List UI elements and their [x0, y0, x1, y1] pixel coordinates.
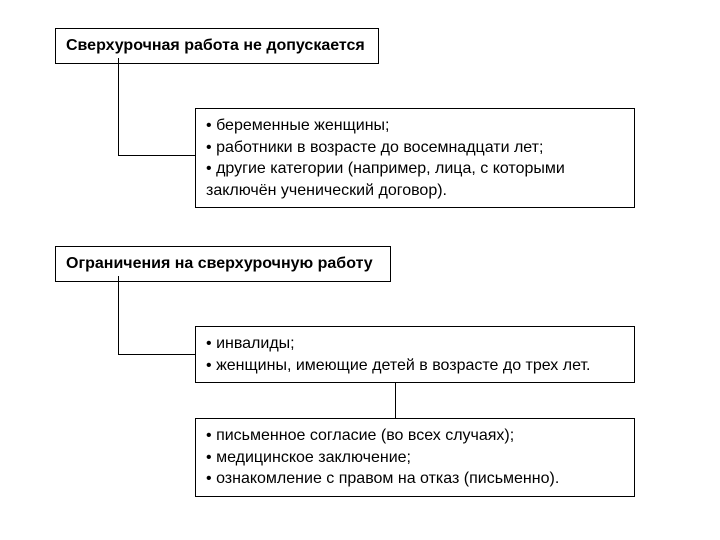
trailing-line: заключён ученический договор). — [206, 180, 624, 202]
diagram-canvas: { "layout": { "canvas": { "width": 720, … — [0, 0, 720, 540]
connector-1-horizontal — [118, 155, 195, 156]
list-box-requirements: • письменное согласие (во всех случаях);… — [195, 418, 635, 497]
title-text: Сверхурочная работа не допускается — [66, 37, 365, 54]
title-box-overtime-restrictions: Ограничения на сверхурочную работу — [55, 246, 391, 282]
connector-3-vertical — [395, 382, 396, 418]
bullet-item: • беременные женщины; — [206, 115, 624, 137]
bullet-item: • другие категории (например, лица, с ко… — [206, 158, 624, 180]
bullet-item: • ознакомление с правом на отказ (письме… — [206, 468, 624, 490]
bullet-item: • инвалиды; — [206, 333, 624, 355]
title-box-overtime-not-allowed: Сверхурочная работа не допускается — [55, 28, 379, 64]
connector-2-vertical — [118, 276, 119, 354]
bullet-item: • работники в возрасте до восемнадцати л… — [206, 137, 624, 159]
title-text: Ограничения на сверхурочную работу — [66, 255, 373, 272]
connector-1-vertical — [118, 58, 119, 155]
bullet-item: • женщины, имеющие детей в возрасте до т… — [206, 355, 624, 377]
connector-2-horizontal — [118, 354, 195, 355]
bullet-item: • медицинское заключение; — [206, 447, 624, 469]
bullet-item: • письменное согласие (во всех случаях); — [206, 425, 624, 447]
list-box-not-allowed-categories: • беременные женщины; • работники в возр… — [195, 108, 635, 208]
list-box-restricted-categories: • инвалиды; • женщины, имеющие детей в в… — [195, 326, 635, 383]
